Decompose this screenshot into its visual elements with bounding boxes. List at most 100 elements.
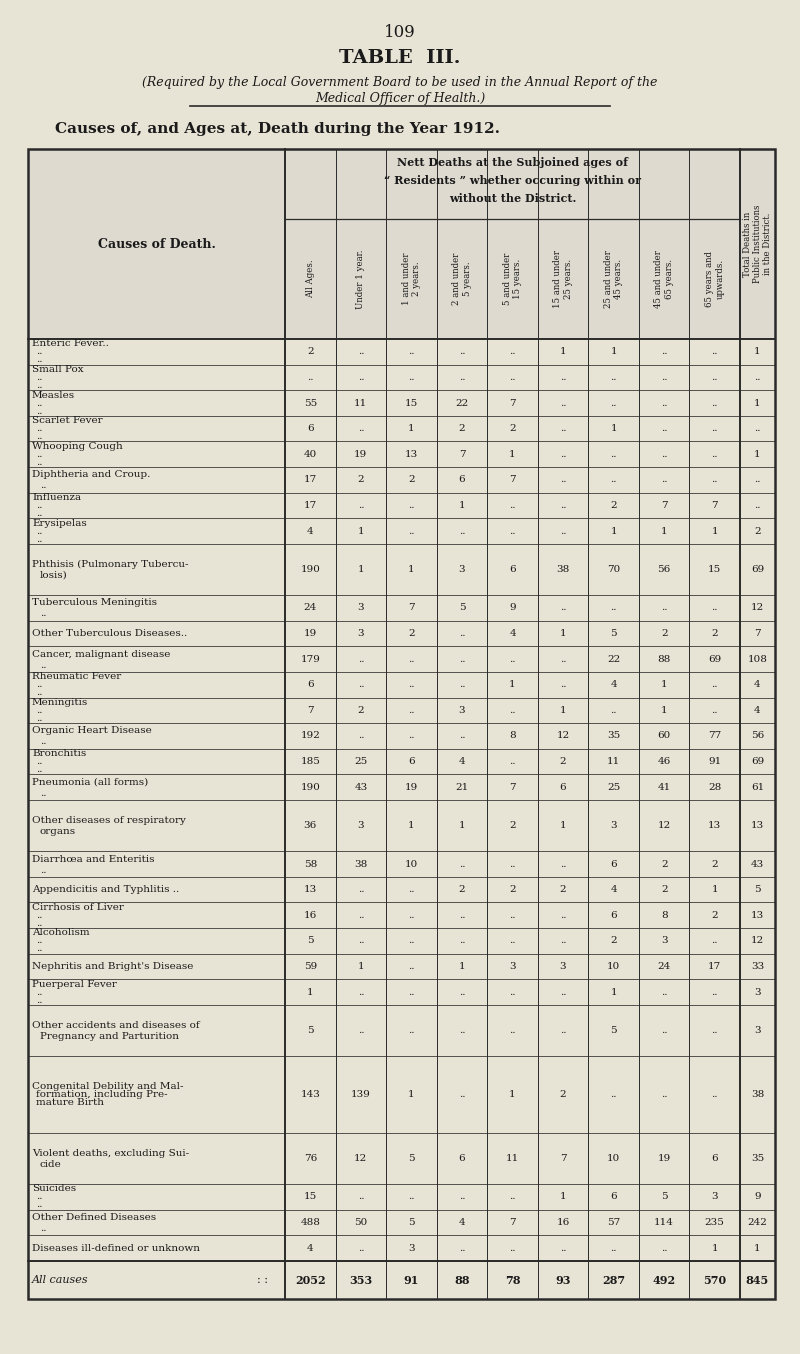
Text: ..: ..: [510, 757, 516, 766]
Text: 139: 139: [351, 1090, 370, 1099]
Text: ..: ..: [458, 630, 465, 638]
Text: 38: 38: [751, 1090, 764, 1099]
Text: Bronchitis: Bronchitis: [32, 749, 86, 758]
Text: ..: ..: [560, 604, 566, 612]
Text: ..: ..: [560, 475, 566, 485]
Text: 69: 69: [751, 757, 764, 766]
Text: ..: ..: [510, 372, 516, 382]
Text: 2: 2: [711, 911, 718, 919]
Text: All causes: All causes: [32, 1275, 89, 1285]
Text: ..: ..: [408, 886, 414, 894]
Text: ..: ..: [610, 475, 617, 485]
Text: ..: ..: [36, 355, 42, 364]
Text: ..: ..: [560, 987, 566, 997]
Text: 2: 2: [560, 886, 566, 894]
Text: 13: 13: [304, 886, 317, 894]
Text: 1: 1: [560, 348, 566, 356]
Text: 5: 5: [610, 1026, 617, 1034]
Text: Phthisis (Pulmonary Tubercu-: Phthisis (Pulmonary Tubercu-: [32, 561, 189, 569]
Text: 16: 16: [304, 911, 317, 919]
Text: 1: 1: [560, 821, 566, 830]
Text: 1: 1: [610, 348, 617, 356]
Text: Rheumatic Fever: Rheumatic Fever: [32, 672, 122, 681]
Text: ..: ..: [408, 527, 414, 536]
Text: 1: 1: [711, 1244, 718, 1252]
Text: 2: 2: [661, 886, 667, 894]
Text: Small Pox: Small Pox: [32, 366, 84, 374]
Text: ..: ..: [408, 911, 414, 919]
Text: 6: 6: [307, 424, 314, 433]
Text: ..: ..: [560, 372, 566, 382]
Text: Diseases ill-defined or unknown: Diseases ill-defined or unknown: [32, 1244, 200, 1252]
Text: 69: 69: [708, 654, 722, 663]
Text: ..: ..: [36, 757, 42, 766]
Text: ..: ..: [408, 654, 414, 663]
Text: 1: 1: [754, 398, 761, 408]
Text: 35: 35: [607, 731, 620, 741]
Text: ..: ..: [711, 987, 718, 997]
Text: Medical Officer of Health.): Medical Officer of Health.): [315, 92, 485, 106]
Text: 1: 1: [307, 987, 314, 997]
Text: 2: 2: [358, 705, 364, 715]
Text: 12: 12: [751, 937, 764, 945]
Text: 4: 4: [307, 527, 314, 536]
Text: 3: 3: [358, 630, 364, 638]
Text: ..: ..: [358, 937, 364, 945]
Text: 13: 13: [751, 911, 764, 919]
Text: 69: 69: [751, 565, 764, 574]
Text: 93: 93: [555, 1274, 571, 1285]
Text: 4: 4: [754, 680, 761, 689]
Text: 77: 77: [708, 731, 722, 741]
Text: 1: 1: [610, 424, 617, 433]
Text: ..: ..: [510, 911, 516, 919]
Text: 2: 2: [754, 527, 761, 536]
Text: ..: ..: [40, 865, 46, 875]
Text: ..: ..: [36, 432, 42, 441]
Text: 1: 1: [754, 450, 761, 459]
Text: formation, including Pre-: formation, including Pre-: [36, 1090, 168, 1099]
Text: ..: ..: [358, 1244, 364, 1252]
Text: Enteric Fever..: Enteric Fever..: [32, 340, 109, 348]
Text: ..: ..: [560, 680, 566, 689]
Text: ..: ..: [610, 398, 617, 408]
Text: 2: 2: [509, 424, 516, 433]
Text: cide: cide: [40, 1160, 62, 1169]
Text: ..: ..: [510, 527, 516, 536]
Text: ..: ..: [458, 1090, 465, 1099]
Text: 6: 6: [509, 565, 516, 574]
Text: ..: ..: [358, 372, 364, 382]
Text: 2: 2: [661, 630, 667, 638]
Text: Whooping Cough: Whooping Cough: [32, 441, 122, 451]
Text: Diphtheria and Croup.: Diphtheria and Croup.: [32, 470, 150, 479]
Text: ..: ..: [36, 765, 42, 774]
Text: ..: ..: [711, 372, 718, 382]
Text: 143: 143: [300, 1090, 320, 1099]
Text: ..: ..: [661, 450, 667, 459]
Text: ..: ..: [711, 424, 718, 433]
Text: ..: ..: [661, 1026, 667, 1034]
Text: Pneumonia (all forms): Pneumonia (all forms): [32, 777, 148, 787]
Text: ..: ..: [458, 860, 465, 868]
Text: ..: ..: [458, 1193, 465, 1201]
Text: ..: ..: [36, 987, 42, 997]
Text: 11: 11: [506, 1154, 519, 1163]
Text: 21: 21: [455, 783, 469, 792]
Text: ..: ..: [560, 527, 566, 536]
Text: Measles: Measles: [32, 390, 75, 399]
Text: 61: 61: [751, 783, 764, 792]
Text: 287: 287: [602, 1274, 625, 1285]
Text: 2: 2: [509, 821, 516, 830]
Text: 4: 4: [610, 680, 617, 689]
Text: 192: 192: [300, 731, 320, 741]
Bar: [28, 149, 775, 338]
Text: 7: 7: [509, 475, 516, 485]
Text: Other Tuberculous Diseases..: Other Tuberculous Diseases..: [32, 630, 187, 638]
Text: ..: ..: [408, 680, 414, 689]
Text: ..: ..: [661, 372, 667, 382]
Text: 6: 6: [408, 757, 414, 766]
Text: 55: 55: [304, 398, 317, 408]
Text: ..: ..: [358, 680, 364, 689]
Text: 24: 24: [658, 961, 670, 971]
Text: 353: 353: [350, 1274, 373, 1285]
Text: Meningitis: Meningitis: [32, 697, 88, 707]
